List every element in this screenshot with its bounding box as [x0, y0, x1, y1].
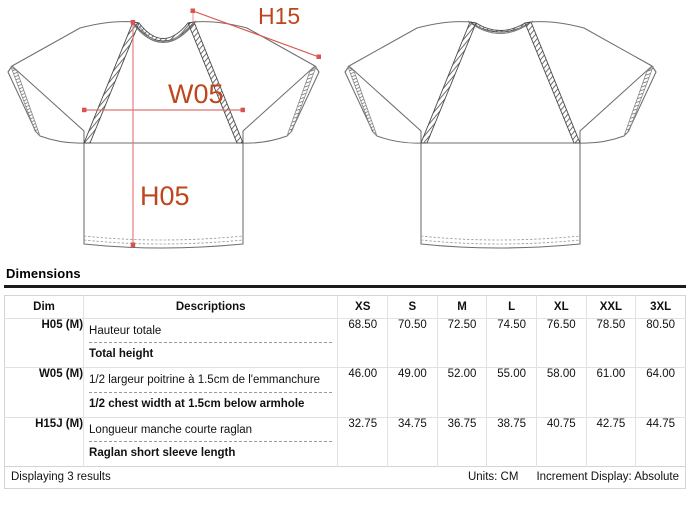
cell-description: Hauteur totale Total height: [83, 318, 339, 369]
cell-value-xs[interactable]: 68.50: [337, 318, 389, 369]
h15-start-arrow: [190, 8, 195, 13]
cell-description: 1/2 largeur poitrine à 1.5cm de l'emmanc…: [83, 367, 339, 418]
h15-end-arrow: [316, 54, 321, 59]
back-body-panel: [420, 142, 581, 249]
h15-dimension-line: [190, 8, 321, 59]
cell-value-l[interactable]: 74.50: [486, 318, 537, 369]
description-en: 1/2 chest width at 1.5cm below armhole: [89, 397, 305, 410]
cell-value-xxl[interactable]: 61.00: [586, 367, 637, 418]
front-neckline-outer: [130, 20, 197, 44]
cell-value-xs[interactable]: 46.00: [337, 367, 389, 418]
back-right-sleeve-hem-stitch: [623, 65, 654, 137]
heading-rule-gap: [4, 289, 686, 290]
cell-description: Longueur manche courte raglan Raglan sho…: [83, 417, 339, 467]
cell-value-xl[interactable]: 58.00: [536, 367, 587, 418]
h15-sleeve-length-label: H15: [258, 3, 300, 29]
table-footer: Displaying 3 results Units: CM Increment…: [4, 467, 686, 490]
technical-drawing-area: H15 W05 H05: [7, 3, 657, 249]
column-header-descriptions[interactable]: Descriptions: [83, 295, 339, 319]
cell-value-xl[interactable]: 40.75: [536, 417, 587, 467]
w05-chest-width-label: W05: [168, 79, 224, 109]
column-header-size-3xl[interactable]: 3XL: [635, 295, 686, 319]
cell-value-m[interactable]: 36.75: [437, 417, 488, 467]
cell-value-xs[interactable]: 32.75: [337, 417, 389, 467]
description-fr: Longueur manche courte raglan: [89, 423, 253, 436]
column-header-size-m[interactable]: M: [437, 295, 488, 319]
cell-value-3xl[interactable]: 64.00: [635, 367, 686, 418]
h05-dimension-line: [130, 20, 136, 247]
h05-top-arrow: [130, 20, 136, 25]
cell-value-xl[interactable]: 76.50: [536, 318, 587, 369]
cell-value-m[interactable]: 72.50: [437, 318, 488, 369]
dimensions-table-wrapper: Dim Descriptions XS S M L XL XXL 3XL H05…: [0, 290, 690, 468]
cell-value-xxl[interactable]: 42.75: [586, 417, 637, 467]
front-collar-band: [131, 21, 196, 42]
column-header-size-xl[interactable]: XL: [536, 295, 587, 319]
back-left-sleeve-hem-stitch: [347, 65, 378, 137]
front-body-panel: [83, 142, 244, 249]
heading-rule: [4, 285, 686, 288]
column-header-size-l[interactable]: L: [486, 295, 537, 319]
front-left-sleeve-hem-stitch: [10, 65, 41, 137]
column-header-size-s[interactable]: S: [387, 295, 438, 319]
cell-value-s[interactable]: 34.75: [387, 417, 438, 467]
cell-value-l[interactable]: 55.00: [486, 367, 537, 418]
cell-dim-code: H15J (M): [4, 417, 85, 467]
raglan-tee-back-technical-drawing: [344, 20, 657, 249]
table-row[interactable]: W05 (M) 1/2 largeur poitrine à 1.5cm de …: [4, 367, 686, 418]
dimensions-table: Dim Descriptions XS S M L XL XXL 3XL H05…: [4, 295, 686, 468]
front-right-sleeve-top-edge: [193, 21, 316, 67]
front-right-sleeve-hem-stitch: [286, 65, 317, 137]
front-left-raglan-seam: [83, 21, 140, 144]
back-left-raglan-seam: [420, 21, 477, 144]
results-count: Displaying 3 results: [11, 471, 111, 484]
table-row[interactable]: H05 (M) Hauteur totale Total height 68.5…: [4, 318, 686, 369]
description-en: Total height: [89, 348, 154, 361]
cell-dim-code: H05 (M): [4, 318, 85, 369]
cell-value-s[interactable]: 49.00: [387, 367, 438, 418]
description-separator: [89, 441, 333, 443]
w05-left-arrow: [82, 107, 87, 113]
cell-value-xxl[interactable]: 78.50: [586, 318, 637, 369]
cell-value-m[interactable]: 52.00: [437, 367, 488, 418]
back-hem-stitch-upper: [420, 235, 581, 241]
table-header-row: Dim Descriptions XS S M L XL XXL 3XL: [4, 295, 686, 319]
h05-bottom-arrow: [130, 242, 136, 247]
cell-value-3xl[interactable]: 80.50: [635, 318, 686, 369]
column-header-dim[interactable]: Dim: [4, 295, 85, 319]
dimensions-section: Dimensions Dim Descriptions XS S M L XL: [0, 263, 690, 490]
cell-dim-code: W05 (M): [4, 367, 85, 418]
description-fr: Hauteur totale: [89, 325, 162, 337]
column-header-size-xxl[interactable]: XXL: [586, 295, 637, 319]
h05-total-height-label: H05: [140, 181, 190, 211]
front-neckline-inner: [138, 25, 189, 43]
front-hem-stitch-lower: [83, 239, 244, 245]
description-separator: [89, 342, 333, 344]
raglan-tee-front-technical-drawing: H15 W05 H05: [7, 3, 321, 249]
cell-value-s[interactable]: 70.50: [387, 318, 438, 369]
back-right-raglan-seam: [524, 21, 581, 144]
front-left-sleeve-top-edge: [11, 21, 134, 67]
front-hem-stitch-upper: [83, 235, 244, 241]
column-header-size-xs[interactable]: XS: [337, 295, 389, 319]
increment-display-label: Increment Display: Absolute: [536, 471, 679, 484]
h15-measure-line: [192, 10, 320, 58]
footer-right-group: Units: CM Increment Display: Absolute: [468, 471, 679, 483]
cell-value-l[interactable]: 38.75: [486, 417, 537, 467]
w05-dimension-line: [82, 107, 245, 113]
back-neckline-inner: [475, 24, 526, 34]
table-row[interactable]: H15J (M) Longueur manche courte raglan R…: [4, 417, 686, 467]
page-title: Dimensions: [6, 266, 81, 281]
back-right-sleeve-top-edge: [530, 21, 653, 67]
back-hem-stitch-lower: [420, 239, 581, 245]
description-fr: 1/2 largeur poitrine à 1.5cm de l'emmanc…: [89, 374, 321, 387]
cell-value-3xl[interactable]: 44.75: [646, 417, 675, 430]
description-separator: [89, 391, 333, 393]
back-left-sleeve-top-edge: [348, 21, 471, 67]
units-label: Units: CM: [467, 471, 519, 484]
w05-right-arrow: [240, 107, 245, 113]
back-collar-band: [469, 21, 532, 33]
description-en: Raglan short sleeve length: [89, 447, 236, 460]
garment-technical-drawings: H15 W05 H05: [7, 3, 657, 249]
